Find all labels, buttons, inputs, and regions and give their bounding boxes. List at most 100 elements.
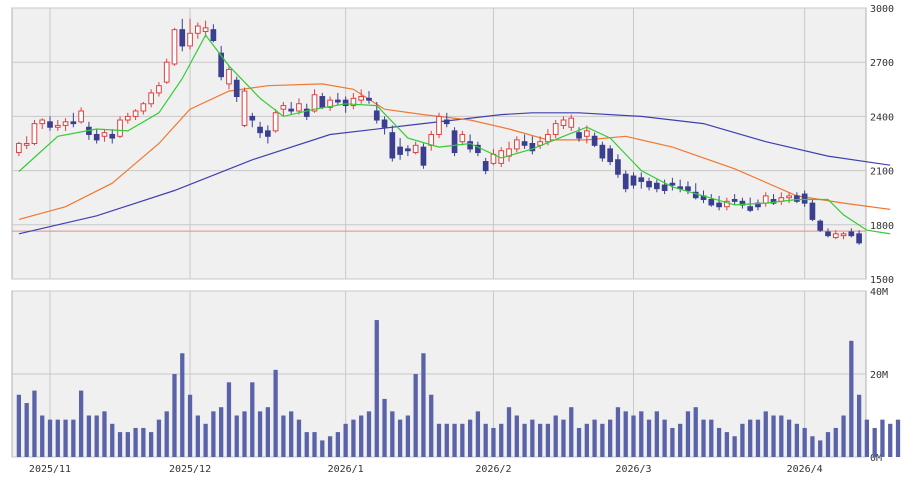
- candle-up: [350, 97, 357, 107]
- candle-up: [583, 130, 590, 137]
- volume-bar: [755, 419, 761, 457]
- candle-down: [856, 233, 862, 244]
- volume-bar: [78, 390, 84, 457]
- volume-bar: [320, 440, 325, 457]
- volume-bar: [678, 423, 683, 457]
- volume-bar: [265, 407, 270, 457]
- volume-bar: [94, 415, 99, 457]
- volume-bar: [693, 407, 698, 457]
- volume-bar: [514, 415, 519, 457]
- volume-bar: [491, 427, 496, 457]
- candle-up: [132, 110, 139, 117]
- candle-up: [840, 233, 847, 237]
- volume-bar: [724, 432, 729, 457]
- candle-up: [327, 99, 333, 108]
- candle-down: [770, 199, 777, 204]
- candle-up: [23, 143, 30, 146]
- volume-bar: [343, 423, 348, 457]
- candle-up: [194, 25, 201, 34]
- volume-bar: [187, 394, 193, 457]
- candle-up: [31, 123, 38, 144]
- volume-bar: [841, 415, 846, 457]
- candle-down: [389, 132, 396, 159]
- candle-down: [405, 148, 411, 152]
- candle-down: [638, 177, 645, 182]
- candle-down: [622, 173, 629, 190]
- candle-up: [16, 143, 22, 154]
- volume-bar: [537, 423, 543, 457]
- candle-down: [576, 132, 582, 139]
- candle-down: [521, 141, 528, 146]
- price-tick-label: 2100: [870, 167, 894, 178]
- volume-bar: [156, 419, 162, 457]
- volume-bar: [864, 419, 870, 457]
- candle-down: [685, 186, 691, 191]
- candle-up: [226, 68, 232, 85]
- volume-bar: [40, 415, 45, 457]
- price-tick-label: 1500: [870, 275, 894, 286]
- volume-bar: [576, 427, 582, 457]
- candle-down: [373, 110, 380, 121]
- candle-up: [311, 94, 318, 112]
- volume-tick-label: 40M: [870, 287, 888, 298]
- volume-bar: [405, 415, 411, 457]
- volume-bar: [413, 374, 418, 457]
- volume-bar: [592, 419, 597, 457]
- candle-down: [451, 130, 458, 154]
- candle-down: [109, 133, 116, 139]
- volume-bar: [110, 423, 115, 457]
- volume-bar: [86, 415, 92, 457]
- volume-bar: [467, 419, 473, 457]
- candle-down: [591, 135, 598, 146]
- volume-bar: [709, 419, 714, 457]
- candle-down: [93, 133, 100, 141]
- volume-bar: [172, 374, 177, 457]
- volume-bar: [436, 423, 442, 457]
- volume-bar: [475, 411, 481, 457]
- price-tick-label: 2400: [870, 112, 894, 123]
- volume-bar: [895, 419, 901, 457]
- volume-tick-label: 0M: [870, 453, 882, 464]
- candle-up: [62, 121, 69, 126]
- volume-bar: [794, 423, 800, 457]
- volume-bar: [366, 411, 372, 457]
- volume-bar: [662, 419, 667, 457]
- candle-down: [366, 97, 372, 101]
- price-tick-label: 1800: [870, 221, 894, 232]
- volume-bar: [499, 423, 504, 457]
- moving-average-short: [18, 33, 891, 235]
- volume-bar: [421, 353, 426, 457]
- date-tick-label: 2026/2: [475, 464, 511, 475]
- candle-up: [280, 105, 287, 110]
- candle-down: [233, 79, 240, 98]
- candle-down: [303, 108, 310, 117]
- candle-down: [288, 108, 295, 112]
- candle-down: [817, 220, 824, 231]
- date-tick-label: 2025/12: [169, 464, 211, 475]
- volume-bar: [849, 340, 854, 457]
- volume-bar: [149, 432, 154, 457]
- volume-bar: [460, 423, 465, 457]
- volume-bar: [374, 320, 379, 457]
- volume-bar: [818, 440, 823, 457]
- candle-down: [47, 121, 53, 128]
- volume-bar: [600, 423, 605, 457]
- candle-down: [615, 159, 621, 175]
- candle-down: [218, 52, 224, 78]
- volume-bar: [646, 419, 652, 457]
- candle-down: [529, 143, 536, 152]
- candle-down: [420, 146, 427, 166]
- candle-down: [801, 193, 808, 204]
- candle-up: [156, 85, 162, 94]
- candle-down: [646, 180, 652, 188]
- candle-up: [545, 133, 551, 143]
- volume-bar: [390, 411, 395, 457]
- candle-up: [459, 133, 466, 143]
- volume-bar: [335, 432, 341, 457]
- volume-bar: [506, 407, 512, 457]
- price-tick-label: 2700: [870, 58, 894, 69]
- volume-bar: [397, 419, 403, 457]
- candle-up: [124, 115, 131, 121]
- volume-bar: [716, 427, 722, 457]
- volume-bar: [522, 423, 527, 457]
